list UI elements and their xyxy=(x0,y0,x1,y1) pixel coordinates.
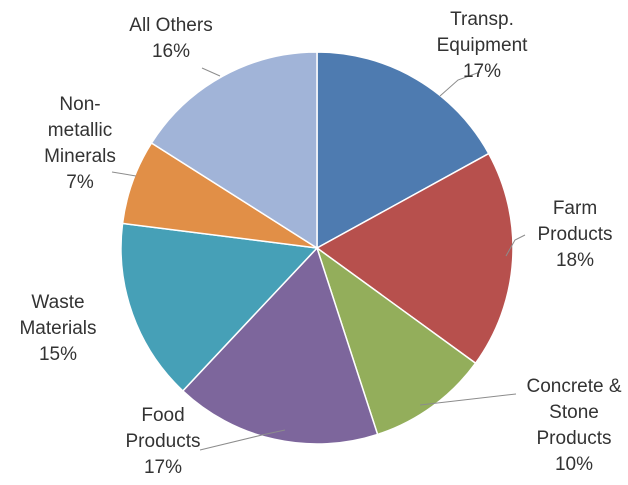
slice-labels: Transp. Equipment 17% Farm Products 18% Concre… xyxy=(19,9,621,478)
slice-name-line: Food xyxy=(141,405,184,426)
slice-name-line: Non- xyxy=(59,94,100,115)
pie-slice-4 xyxy=(120,222,319,392)
slice-name-line: Equipment xyxy=(437,35,529,56)
slice-name-line: Waste xyxy=(31,292,84,313)
slice-label-5: Non-metallic Minerals 7% xyxy=(44,94,116,193)
slice-percent-label: 7% xyxy=(66,172,94,193)
slice-percent-label: 10% xyxy=(555,454,593,475)
slice-label-3: Food Products 17% xyxy=(126,405,201,478)
leader-lines xyxy=(111,67,526,451)
slice-label-6: All Others 16% xyxy=(129,15,212,62)
slice-name-line: Minerals xyxy=(44,146,116,167)
slice-name-line: Farm xyxy=(553,198,597,219)
pie-slice-2 xyxy=(315,246,477,436)
slice-label-0: Transp. Equipment 17% xyxy=(437,9,529,82)
slice-percent-label: 16% xyxy=(152,41,190,62)
pie-slice-6 xyxy=(150,51,318,250)
slice-percent-label: 17% xyxy=(144,457,182,478)
slice-percent-label: 15% xyxy=(39,344,77,365)
slice-name-line: Materials xyxy=(19,318,96,339)
slice-label-1: Farm Products 18% xyxy=(538,198,613,271)
leader-line-3 xyxy=(199,429,286,451)
slice-name-line: Transp. xyxy=(450,9,514,30)
slice-name-line: All Others xyxy=(129,15,212,36)
pie-slice-1 xyxy=(315,152,514,365)
slice-name-line: Concrete & xyxy=(526,376,621,397)
pie-slices xyxy=(120,51,514,445)
pie-slice-0 xyxy=(316,51,490,250)
leader-line-0 xyxy=(439,71,481,97)
leader-line-6 xyxy=(201,67,221,77)
slice-label-2: Concrete & Stone Products 10% xyxy=(526,376,621,475)
slice-percent-label: 18% xyxy=(556,250,594,271)
slice-name-line: metallic xyxy=(48,120,112,141)
slice-name-line: Products xyxy=(538,224,613,245)
slice-name-line: Products xyxy=(537,428,612,449)
slice-percent-label: 17% xyxy=(463,61,501,82)
slice-name-line: Products xyxy=(126,431,201,452)
slice-label-4: Waste Materials 15% xyxy=(19,292,96,365)
leader-line-2 xyxy=(419,393,517,406)
leader-line-1 xyxy=(505,234,526,257)
pie-slice-3 xyxy=(181,246,379,445)
leader-line-5 xyxy=(111,171,137,177)
slice-name-line: Stone xyxy=(549,402,599,423)
